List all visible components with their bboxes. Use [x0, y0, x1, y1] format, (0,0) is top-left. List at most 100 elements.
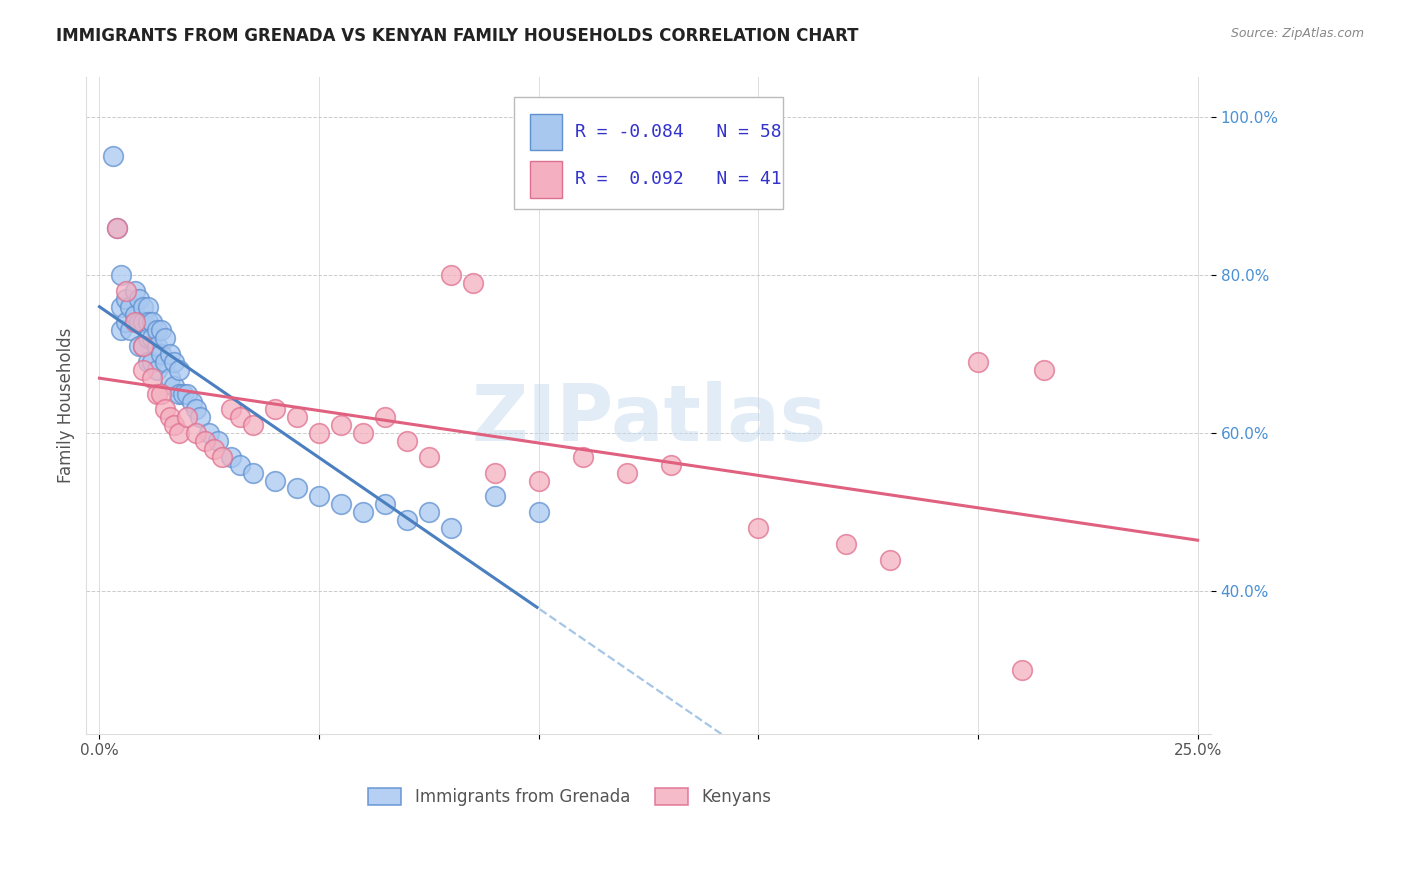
Point — [145, 386, 167, 401]
Point — [747, 521, 769, 535]
Point — [110, 323, 132, 337]
Point — [190, 410, 212, 425]
Point — [132, 339, 155, 353]
Point — [229, 458, 252, 472]
Point — [110, 268, 132, 282]
Point — [167, 386, 190, 401]
Point — [219, 450, 242, 464]
FancyBboxPatch shape — [513, 97, 783, 209]
Point — [159, 371, 181, 385]
Point — [879, 552, 901, 566]
Point — [1032, 363, 1054, 377]
Point — [101, 149, 124, 163]
Point — [155, 355, 177, 369]
Point — [132, 339, 155, 353]
Legend: Immigrants from Grenada, Kenyans: Immigrants from Grenada, Kenyans — [361, 781, 779, 813]
Point — [484, 466, 506, 480]
Point — [149, 386, 172, 401]
Text: Source: ZipAtlas.com: Source: ZipAtlas.com — [1230, 27, 1364, 40]
Point — [242, 418, 264, 433]
Point — [163, 418, 186, 433]
Point — [616, 466, 638, 480]
Point — [141, 331, 163, 345]
Point — [132, 316, 155, 330]
Point — [1011, 663, 1033, 677]
Point — [172, 386, 194, 401]
Point — [155, 331, 177, 345]
Point — [330, 497, 353, 511]
Point — [967, 355, 990, 369]
Point — [105, 220, 128, 235]
Point — [374, 410, 396, 425]
Point — [159, 410, 181, 425]
Point — [128, 316, 150, 330]
Point — [120, 300, 142, 314]
Point — [219, 402, 242, 417]
Point — [167, 426, 190, 441]
Point — [211, 450, 233, 464]
Point — [264, 402, 287, 417]
Point — [180, 394, 202, 409]
Point — [141, 355, 163, 369]
Point — [145, 363, 167, 377]
Point — [184, 426, 207, 441]
Point — [141, 316, 163, 330]
Point — [285, 482, 308, 496]
Point — [440, 268, 463, 282]
Point — [330, 418, 353, 433]
Point — [167, 363, 190, 377]
Point — [124, 316, 146, 330]
Point — [124, 308, 146, 322]
Point — [136, 300, 159, 314]
Point — [110, 300, 132, 314]
Point — [105, 220, 128, 235]
Point — [352, 505, 374, 519]
Point — [184, 402, 207, 417]
Point — [198, 426, 221, 441]
Point — [114, 284, 136, 298]
Point — [136, 355, 159, 369]
Point — [114, 292, 136, 306]
Text: R =  0.092   N = 41: R = 0.092 N = 41 — [575, 170, 782, 188]
Point — [132, 363, 155, 377]
Point — [571, 450, 593, 464]
Point — [124, 284, 146, 298]
Point — [176, 386, 198, 401]
Point — [128, 339, 150, 353]
Point — [114, 316, 136, 330]
Point — [155, 402, 177, 417]
Point — [176, 410, 198, 425]
Text: IMMIGRANTS FROM GRENADA VS KENYAN FAMILY HOUSEHOLDS CORRELATION CHART: IMMIGRANTS FROM GRENADA VS KENYAN FAMILY… — [56, 27, 859, 45]
Point — [285, 410, 308, 425]
Point — [264, 474, 287, 488]
Point — [163, 355, 186, 369]
Point — [835, 537, 858, 551]
Point — [141, 371, 163, 385]
Point — [395, 434, 418, 448]
Text: ZIPatlas: ZIPatlas — [471, 381, 827, 457]
Point — [374, 497, 396, 511]
Point — [461, 276, 484, 290]
Point — [242, 466, 264, 480]
Point — [527, 474, 550, 488]
Point — [207, 434, 229, 448]
FancyBboxPatch shape — [530, 161, 562, 197]
Point — [395, 513, 418, 527]
Point — [149, 323, 172, 337]
Y-axis label: Family Households: Family Households — [58, 327, 75, 483]
Point — [136, 331, 159, 345]
Point — [202, 442, 225, 456]
Point — [308, 426, 330, 441]
Point — [132, 300, 155, 314]
Point — [194, 434, 217, 448]
Point — [229, 410, 252, 425]
Point — [418, 450, 440, 464]
Point — [120, 323, 142, 337]
Point — [527, 505, 550, 519]
Point — [484, 489, 506, 503]
Point — [145, 339, 167, 353]
Point — [149, 347, 172, 361]
Point — [352, 426, 374, 441]
Point — [145, 323, 167, 337]
Point — [136, 316, 159, 330]
